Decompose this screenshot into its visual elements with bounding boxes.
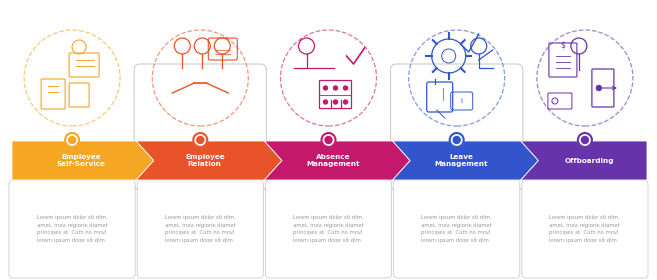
Text: i: i: [461, 98, 463, 104]
Text: Employee
Self-Service: Employee Self-Service: [57, 154, 105, 167]
Text: Absence
Management: Absence Management: [306, 154, 359, 167]
FancyBboxPatch shape: [391, 64, 523, 190]
Circle shape: [344, 100, 348, 104]
Text: Lorem ipsum dolor sit dim
amet, mea regione diamet
principes at. Cum no movi
lor: Lorem ipsum dolor sit dim amet, mea regi…: [37, 215, 108, 242]
Circle shape: [453, 137, 460, 143]
Text: Lorem ipsum dolor sit dim
amet, mea regione diamet
principes at. Cum no movi
lor: Lorem ipsum dolor sit dim amet, mea regi…: [421, 215, 492, 242]
Circle shape: [344, 86, 348, 90]
Circle shape: [334, 86, 338, 90]
Polygon shape: [264, 141, 410, 180]
Circle shape: [578, 133, 592, 147]
Text: $: $: [560, 41, 565, 50]
Polygon shape: [12, 141, 154, 180]
Circle shape: [197, 137, 204, 143]
Circle shape: [334, 100, 338, 104]
Circle shape: [65, 133, 79, 147]
Circle shape: [597, 85, 601, 90]
Circle shape: [68, 137, 76, 143]
Text: Offboarding: Offboarding: [564, 157, 614, 164]
Circle shape: [323, 86, 327, 90]
Circle shape: [581, 137, 589, 143]
FancyBboxPatch shape: [134, 64, 266, 190]
Text: Lorem ipsum dolor sit dim
amet, mea regione diamet
principes at. Cum no movi
lor: Lorem ipsum dolor sit dim amet, mea regi…: [165, 215, 236, 242]
Text: Employee
Relation: Employee Relation: [185, 154, 225, 167]
Polygon shape: [521, 141, 647, 180]
Circle shape: [321, 133, 336, 147]
Text: Lorem ipsum dolor sit dim
amet, mea regione diamet
principes at. Cum no movi
lor: Lorem ipsum dolor sit dim amet, mea regi…: [549, 215, 620, 242]
Polygon shape: [136, 141, 282, 180]
FancyBboxPatch shape: [522, 180, 648, 278]
Circle shape: [449, 133, 464, 147]
FancyBboxPatch shape: [394, 180, 520, 278]
Text: Leave
Management: Leave Management: [434, 154, 488, 167]
Circle shape: [323, 100, 327, 104]
FancyBboxPatch shape: [265, 180, 392, 278]
Circle shape: [193, 133, 208, 147]
FancyBboxPatch shape: [137, 180, 263, 278]
Circle shape: [325, 137, 332, 143]
FancyBboxPatch shape: [9, 180, 135, 278]
Polygon shape: [393, 141, 538, 180]
Text: Lorem ipsum dolor sit dim
amet, mea regione diamet
principes at. Cum no movi
lor: Lorem ipsum dolor sit dim amet, mea regi…: [293, 215, 364, 242]
